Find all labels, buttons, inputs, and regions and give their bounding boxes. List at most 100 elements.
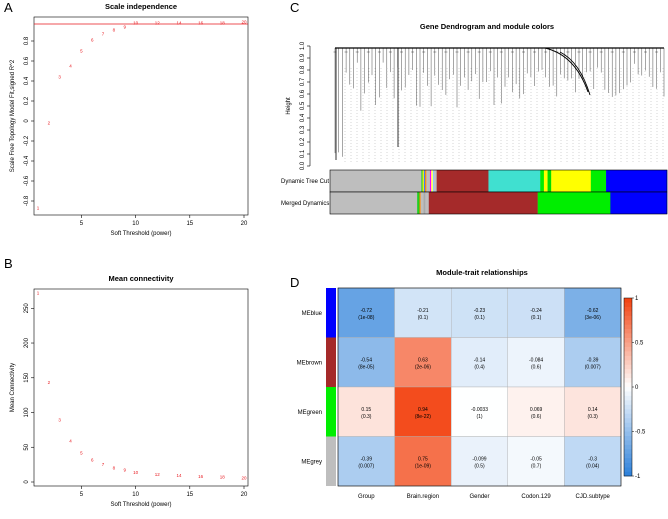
y-tick-label: 0 [24,480,30,484]
colorbar-segment [624,422,632,428]
module-color-segment [547,170,552,192]
module-color-segment [543,170,548,192]
y-tick-label: 0.8 [300,65,306,74]
y-tick-label: 0.6 [300,89,306,98]
data-point-label: 12 [155,21,161,26]
module-color-segment [590,170,607,192]
y-tick-label: 150 [24,372,30,383]
module-color-segment [422,170,425,192]
module-color-swatch [326,436,336,486]
row-label: MEbrown [297,360,322,366]
colorbar-segment [624,435,632,441]
colorbar-segment [624,298,632,303]
colorbar-segment [624,306,632,312]
chart-title: Mean connectivity [108,274,174,283]
y-tick-label: 0.8 [24,36,30,45]
correlation-value: 0.94 [418,407,428,413]
dendrogram-dense-cluster [544,47,591,96]
p-value: (0.1) [418,315,429,321]
p-value: (0.7) [531,463,542,469]
colorbar-segment [624,329,632,334]
y-tick-label: -0.8 [24,195,30,206]
data-point-label: 1 [37,206,40,211]
chart-title: Gene Dendrogram and module colors [420,22,554,31]
column-label: Gender [469,494,489,500]
colorbar-segment [624,324,632,330]
colorbar-segment [624,449,632,455]
correlation-value: -0.0033 [471,407,488,413]
colorbar-segment [624,444,632,450]
column-label: Codon.129 [521,494,551,500]
correlation-value: -0.23 [474,308,486,314]
colorbar-segment [624,338,632,343]
y-tick-label: -0.4 [24,155,30,166]
y-tick-label: 250 [24,303,30,314]
data-point-label: 18 [220,475,226,480]
row-label: MEgrey [301,459,322,465]
y-tick-label: 0.4 [24,76,30,85]
correlation-value: -0.72 [361,308,373,314]
colorbar-segment [624,404,632,410]
y-tick-label: 0.5 [300,101,306,110]
heatmap-cell [394,436,452,487]
data-point-label: 4 [69,64,72,69]
x-tick-label: 20 [241,221,248,227]
correlation-value: 0.15 [361,407,371,413]
colorbar-segment [624,431,632,437]
correlation-value: 0.75 [418,456,428,462]
data-point-label: 18 [220,21,226,26]
p-value: (1e-08) [358,315,374,321]
p-value: (0.3) [588,414,599,420]
colorbar-segment [624,409,632,414]
correlation-value: -0.3 [588,456,597,462]
colorbar-segment [624,320,632,325]
y-tick-label: -0.2 [24,135,30,146]
colorbar-segment [624,418,632,423]
module-color-segment [423,192,426,214]
colorbar-tick-label: -0.5 [635,430,646,436]
colorbar-segment [624,462,632,468]
p-value: (0.007) [358,463,374,469]
colorbar-segment [624,333,632,339]
data-point-label: 20 [241,475,247,480]
data-point-label: 9 [123,25,126,30]
module-color-segment [330,192,418,214]
data-point-label: 14 [176,21,182,26]
dendrogram-leaves [333,48,665,157]
colorbar-segment [624,387,632,392]
data-point-label: 12 [155,472,161,477]
data-point-label: 6 [91,38,94,43]
module-color-swatch [326,337,336,387]
dendrogram-leaf-guides [344,68,664,164]
p-value: (0.007) [585,364,601,370]
colorbar-segment [624,440,632,446]
p-value: (0.04) [586,463,599,469]
module-color-segment [421,170,423,192]
colorbar-segment [624,413,632,419]
correlation-value: -0.14 [474,357,486,363]
heatmap-cell [337,386,395,437]
module-color-segment [551,170,592,192]
correlation-value: -0.39 [587,357,599,363]
x-axis-label: Soft Threshold (power) [111,502,172,508]
colorbar-segment [624,373,632,379]
p-value: (8e-05) [358,364,374,370]
heatmap-cell [507,287,565,338]
module-color-segment [429,170,432,192]
y-tick-label: 1.0 [300,41,306,50]
module-color-segment [537,192,611,214]
row-label: MEgreen [298,410,322,416]
x-tick-label: 5 [80,492,84,498]
heatmap-cell [564,287,622,338]
colorbar-tick-label: 0.5 [635,341,644,347]
colorbar-segment [624,360,632,366]
p-value: (3e-06) [585,315,601,321]
panel-a-scale-independence: Scale independence Soft Threshold (power)… [10,2,249,237]
row-label: MEblue [302,311,323,317]
y-tick-label: 0.1 [300,149,306,158]
colorbar-segment [624,351,632,357]
correlation-value: -0.099 [472,456,486,462]
heatmap-cell [394,386,452,437]
